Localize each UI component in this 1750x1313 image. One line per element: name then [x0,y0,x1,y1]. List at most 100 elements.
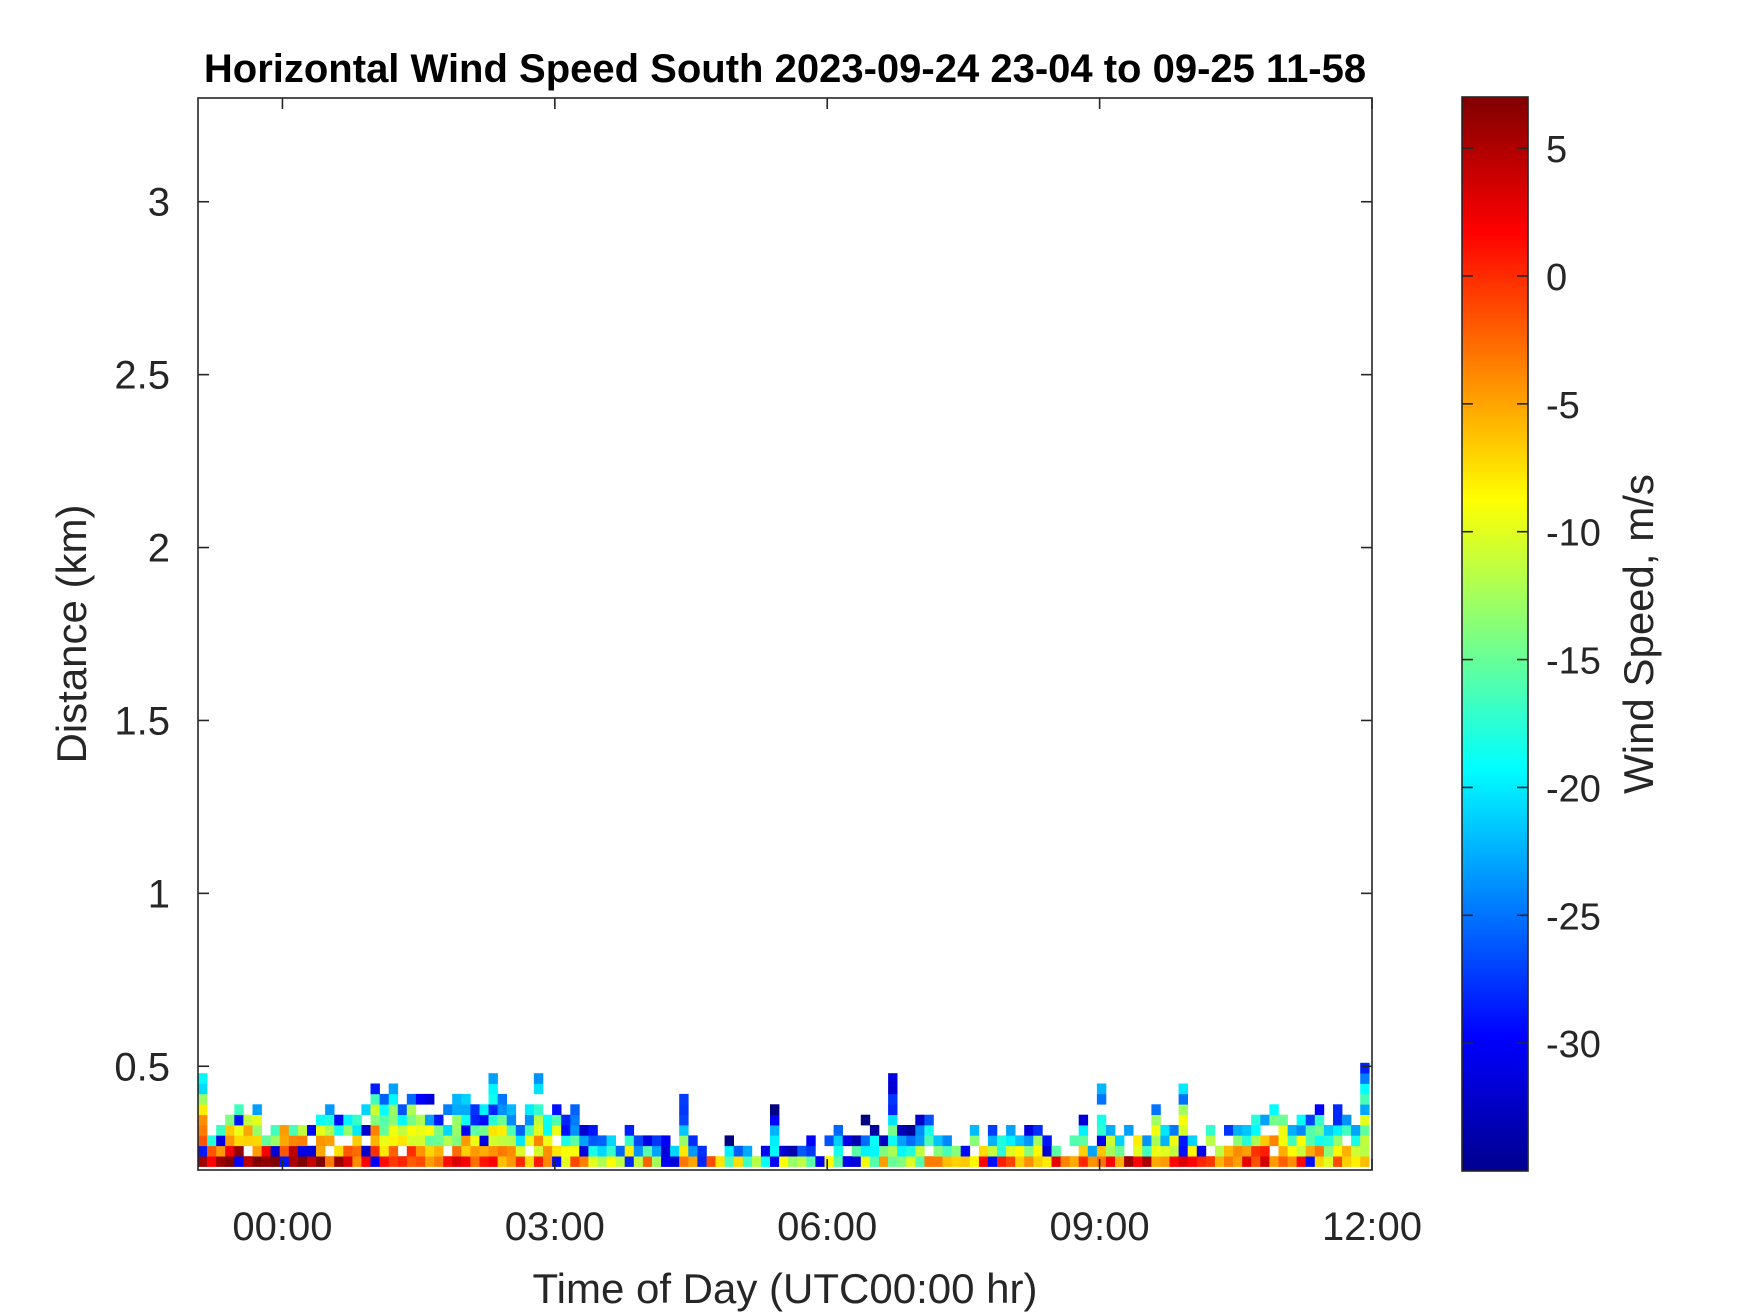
heatmap-cell [552,1104,562,1115]
heatmap-cell [379,1093,389,1105]
heatmap-cell [225,1114,235,1126]
heatmap-cell [1351,1125,1361,1136]
heatmap-cell [1096,1083,1107,1095]
heatmap-cell [452,1145,462,1157]
heatmap-cell [915,1135,925,1147]
heatmap-cell [234,1145,244,1157]
heatmap-cell [198,1114,208,1126]
heatmap-cell [579,1145,589,1157]
heatmap-cell [1178,1114,1188,1126]
heatmap-cell [388,1156,399,1167]
heatmap-cell [1096,1156,1107,1167]
heatmap-cell [661,1135,671,1147]
heatmap-cell [888,1156,898,1167]
heatmap-cell [307,1156,317,1167]
heatmap-cell [270,1125,280,1136]
heatmap-cell [506,1125,517,1136]
heatmap-cell [243,1125,253,1136]
heatmap-cell [524,1156,535,1167]
heatmap-cell [1106,1156,1116,1167]
heatmap-cell [888,1135,898,1147]
heatmap-cell [1160,1156,1170,1167]
heatmap-cell [1187,1135,1198,1147]
heatmap-cell [415,1125,426,1136]
heatmap-cell [1178,1156,1188,1167]
heatmap-cell [1360,1156,1370,1167]
heatmap-cell [1323,1135,1334,1147]
heatmap-cell [334,1114,344,1126]
heatmap-cell [207,1145,217,1157]
heatmap-cell [869,1145,880,1157]
heatmap-cell [897,1135,907,1147]
heatmap-cell [461,1125,471,1136]
heatmap-cell [452,1135,462,1147]
heatmap-cell [452,1114,462,1126]
heatmap-cell [906,1125,916,1136]
heatmap-cell [633,1145,644,1157]
heatmap-cell [461,1114,471,1126]
heatmap-cell [533,1156,544,1167]
heatmap-cell [1242,1135,1252,1147]
heatmap-cell [1042,1145,1052,1157]
heatmap-cell [343,1125,353,1136]
heatmap-cell [388,1093,399,1105]
heatmap-cell [425,1156,435,1167]
heatmap-cell [779,1145,789,1157]
heatmap-cell [533,1104,544,1115]
heatmap-cell [1024,1145,1034,1157]
heatmap-cell [987,1135,998,1147]
heatmap-cell [1160,1145,1170,1157]
heatmap-cell [1287,1135,1297,1147]
heatmap-cell [624,1145,635,1157]
heatmap-cell [425,1135,435,1147]
heatmap-cell [579,1135,589,1147]
heatmap-cell [597,1156,607,1167]
heatmap-cell [724,1156,734,1167]
heatmap-cell [488,1125,498,1136]
heatmap-cell [860,1156,871,1167]
heatmap-cell [243,1135,253,1147]
heatmap-cell [561,1114,571,1126]
heatmap-cell [352,1135,362,1147]
heatmap-cell [570,1114,580,1126]
y-axis-label: Distance (km) [48,504,95,763]
heatmap-cell [1096,1114,1107,1126]
heatmap-cell [1269,1104,1279,1115]
heatmap-cell [570,1135,580,1147]
heatmap-cell [733,1145,744,1157]
heatmap-cell [833,1145,843,1157]
heatmap-cell [779,1156,789,1167]
heatmap-cell [1314,1104,1325,1115]
heatmap-cell [1296,1114,1306,1126]
heatmap-cell [1333,1104,1343,1115]
y-tick-label: 2 [148,527,170,571]
heatmap-cell [1151,1135,1161,1147]
heatmap-cell [479,1125,489,1136]
heatmap-cell [379,1156,389,1167]
heatmap-cell [1360,1135,1370,1147]
heatmap-cell [397,1125,408,1136]
heatmap-cell [1233,1125,1243,1136]
heatmap-cell [234,1114,244,1126]
x-tick-label: 03:00 [505,1205,605,1249]
heatmap-cell [1015,1145,1025,1157]
heatmap-cell [343,1114,353,1126]
heatmap-cell [960,1156,971,1167]
heatmap-cell [624,1156,635,1167]
heatmap-cell [434,1156,444,1167]
heatmap-cell [806,1135,816,1147]
heatmap-cell [1006,1135,1016,1147]
heatmap-cell [361,1156,371,1167]
heatmap-cell [452,1093,462,1105]
heatmap-cell [624,1125,635,1136]
heatmap-cell [1287,1145,1297,1157]
heatmap-cell [770,1145,780,1157]
heatmap-cell [1360,1125,1370,1136]
heatmap-cell [1078,1114,1089,1126]
heatmap-cell [1033,1125,1043,1136]
heatmap-cell [679,1093,689,1105]
heatmap-cell [1242,1145,1252,1157]
heatmap-cell [915,1114,925,1126]
colorbar-tick-label: -5 [1546,385,1580,427]
heatmap-cell [325,1114,335,1126]
